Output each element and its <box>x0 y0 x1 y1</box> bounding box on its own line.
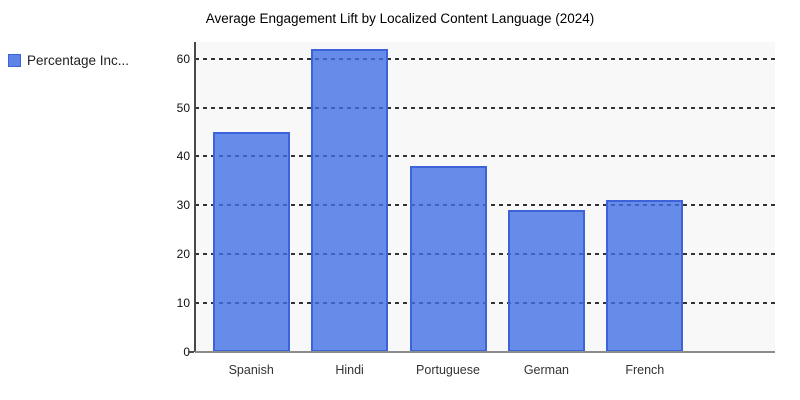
gridline-50 <box>195 106 775 109</box>
y-tick-label-20: 20 <box>176 247 190 262</box>
legend-label: Percentage Inc... <box>27 53 130 68</box>
gridline-40 <box>195 155 775 158</box>
bar-spanish[interactable] <box>212 131 290 352</box>
x-tick-label-portuguese: Portuguese <box>416 363 480 377</box>
x-tick-label-hindi: Hindi <box>335 363 364 377</box>
legend-item[interactable]: Percentage Inc... <box>8 53 129 68</box>
gridline-60 <box>195 57 775 60</box>
bar-french[interactable] <box>606 200 684 352</box>
x-axis-line <box>195 351 775 353</box>
y-tick-label-40: 40 <box>176 149 190 164</box>
x-tick-label-french: French <box>625 363 665 377</box>
bar-portuguese[interactable] <box>409 166 487 352</box>
legend-swatch-icon <box>8 54 21 67</box>
zero-tick <box>188 351 194 353</box>
chart-title: Average Engagement Lift by Localized Con… <box>205 11 595 26</box>
y-tick-label-30: 30 <box>176 198 190 213</box>
y-tick-label-10: 10 <box>176 296 190 311</box>
bar-hindi[interactable] <box>311 48 389 352</box>
y-tick-label-0: 0 <box>183 345 190 359</box>
x-tick-label-spanish: Spanish <box>228 363 274 377</box>
y-tick-label-50: 50 <box>176 100 190 115</box>
y-tick-label-60: 60 <box>176 51 190 66</box>
x-tick-label-german: German <box>523 363 569 377</box>
y-axis-line <box>194 42 196 352</box>
bar-german[interactable] <box>507 210 585 352</box>
